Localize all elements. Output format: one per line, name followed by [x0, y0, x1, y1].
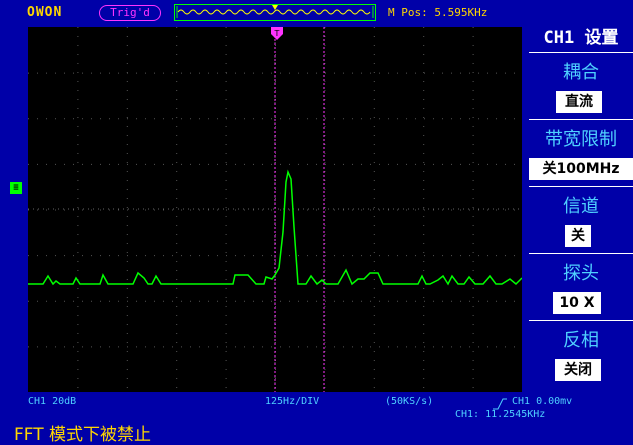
trigger-slope-icon: [492, 395, 508, 414]
horizontal-scale-readout: 125Hz/DIV: [265, 396, 320, 407]
trigger-level-readout: CH1 0.00mv: [512, 396, 573, 407]
bandwidth-limit-value[interactable]: 关100MHz: [529, 158, 633, 180]
probe-value[interactable]: 10 X: [553, 292, 601, 314]
invert-label: 反相: [563, 330, 599, 351]
waveform-display: T: [28, 27, 523, 392]
ch1-settings-menu: CH1 设置 耦合 直流 带宽限制 关100MHz 信道 关 探头 10 X 反…: [525, 26, 633, 392]
sample-rate-readout: (50KS/s): [385, 396, 434, 407]
svg-text:T: T: [274, 29, 280, 38]
invert-value[interactable]: 关闭: [555, 359, 601, 381]
channel-label: 信道: [563, 196, 599, 217]
menu-title: CH1 设置: [543, 28, 619, 48]
trigger-marker-icon[interactable]: T: [271, 27, 283, 40]
brand-logo: OWON: [27, 5, 63, 20]
channel-ground-marker-icon[interactable]: ≡: [10, 182, 22, 194]
probe-label: 探头: [563, 263, 599, 284]
bandwidth-limit-label: 带宽限制: [545, 129, 617, 150]
top-status-bar: OWON Trig'd M Pos: 5.595KHz: [0, 0, 633, 26]
frequency-readout: CH1: 11.2545KHz: [455, 409, 546, 420]
memory-position-readout: M Pos: 5.595KHz: [388, 6, 488, 19]
memory-position-bar: [174, 4, 376, 21]
coupling-value[interactable]: 直流: [556, 91, 602, 113]
ch1-scale-readout: CH1 20dB: [28, 396, 77, 407]
trigger-status-badge: Trig'd: [99, 5, 161, 21]
menu-item-bandwidth-limit[interactable]: 带宽限制 关100MHz: [529, 119, 633, 185]
channel-value[interactable]: 关: [565, 225, 591, 247]
menu-item-invert[interactable]: 反相 关闭: [529, 320, 633, 386]
bottom-status-bar: CH1 20dB 125Hz/DIV (50KS/s) CH1 0.00mv C…: [0, 392, 633, 441]
menu-item-probe[interactable]: 探头 10 X: [529, 253, 633, 319]
coupling-label: 耦合: [563, 62, 599, 83]
fft-trace: [28, 169, 523, 286]
status-message: FFT 模式下被禁止: [14, 425, 152, 445]
menu-item-coupling[interactable]: 耦合 直流: [529, 52, 633, 118]
menu-item-channel[interactable]: 信道 关: [529, 186, 633, 252]
